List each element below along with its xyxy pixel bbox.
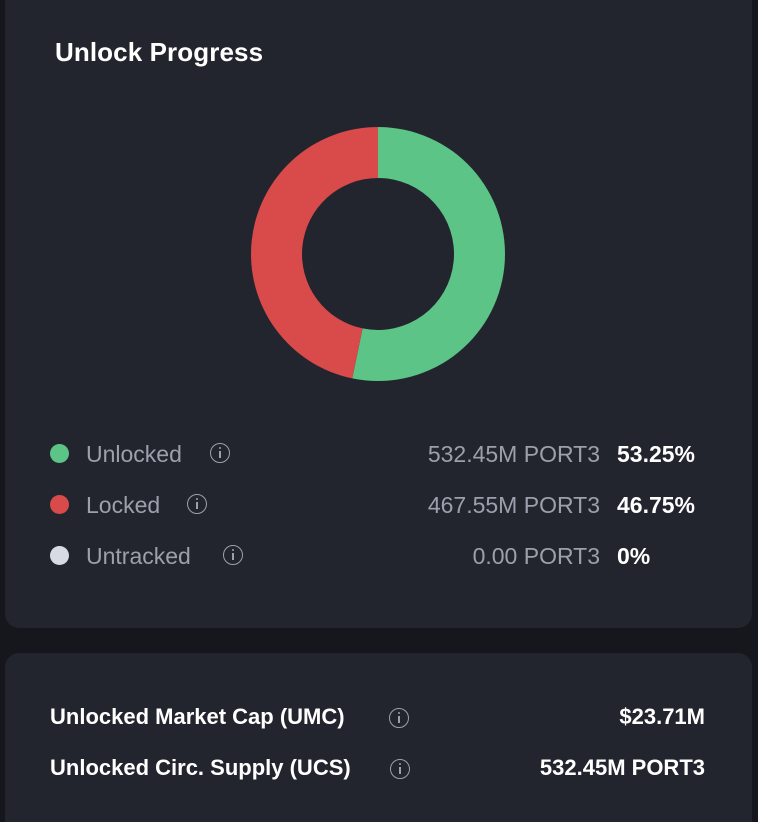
info-icon[interactable] [187, 494, 207, 514]
legend-label-untracked: Untracked [86, 543, 191, 569]
legend-row-locked: Locked 467.55M PORT3 46.75% [50, 488, 702, 522]
info-icon[interactable] [389, 708, 409, 728]
donut-slice-unlocked [352, 127, 505, 381]
card-title: Unlock Progress [55, 37, 264, 67]
unlocked-dot-icon [50, 444, 69, 463]
locked-dot-icon [50, 495, 69, 514]
legend-row-untracked: Untracked 0.00 PORT3 0% [50, 539, 702, 573]
legend-row-unlocked: Unlocked 532.45M PORT3 53.25% [50, 437, 702, 471]
donut-slice-locked [251, 127, 378, 379]
unlock-progress-card: Unlock Progress [5, 0, 752, 628]
legend-amount-unlocked: 532.45M PORT3 [427, 441, 600, 467]
stat-row-ucs: Unlocked Circ. Supply (UCS) 532.45M PORT… [50, 753, 705, 787]
unlock-donut-chart [251, 127, 505, 381]
legend-percent-untracked: 0% [617, 543, 651, 569]
info-icon[interactable] [210, 443, 230, 463]
legend-percent-unlocked: 53.25% [617, 441, 696, 467]
ucs-label: Unlocked Circ. Supply (UCS) [50, 755, 351, 780]
legend-amount-locked: 467.55M PORT3 [427, 492, 600, 518]
info-icon[interactable] [223, 545, 243, 565]
legend-label-locked: Locked [86, 492, 161, 518]
untracked-dot-icon [50, 546, 69, 565]
unlock-stats-card [5, 653, 752, 822]
legend-percent-locked: 46.75% [617, 492, 696, 518]
legend-label-unlocked: Unlocked [86, 441, 182, 467]
umc-label: Unlocked Market Cap (UMC) [50, 704, 345, 729]
ucs-value: 532.45M PORT3 [539, 755, 705, 780]
umc-value: $23.71M [619, 704, 705, 729]
info-icon[interactable] [390, 759, 410, 779]
legend-amount-untracked: 0.00 PORT3 [472, 543, 600, 569]
stat-row-umc: Unlocked Market Cap (UMC) $23.71M [50, 702, 705, 736]
